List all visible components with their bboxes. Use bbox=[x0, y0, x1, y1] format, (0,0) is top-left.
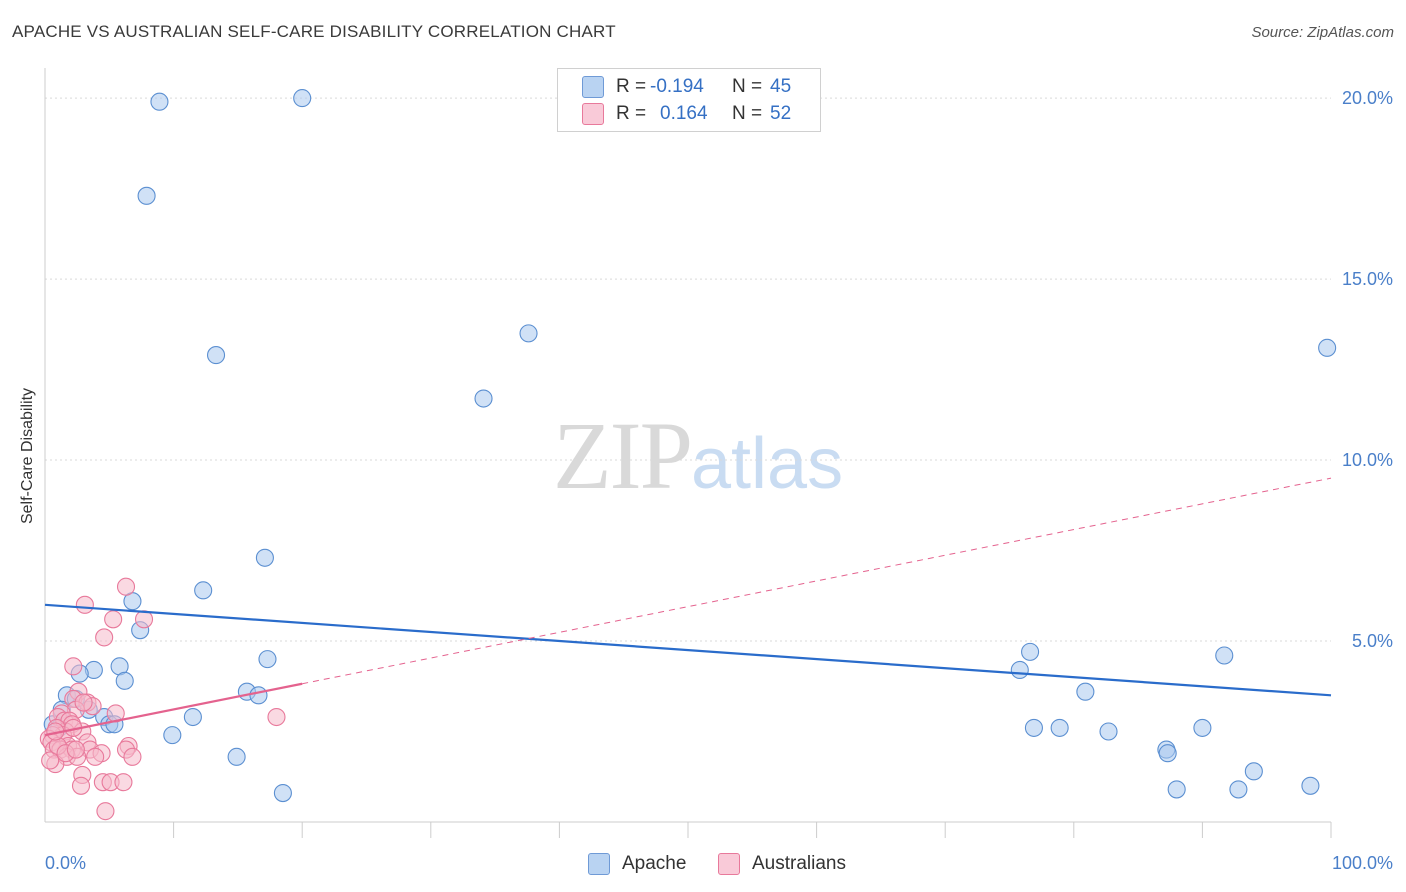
apache-point bbox=[1024, 718, 1043, 737]
australians-point bbox=[114, 773, 133, 792]
australians-point bbox=[86, 747, 105, 766]
chart-title: APACHE VS AUSTRALIAN SELF-CARE DISABILIT… bbox=[12, 22, 616, 41]
y-tick-label: 5.0% bbox=[1352, 631, 1393, 651]
apache-point bbox=[1229, 780, 1248, 799]
watermark-zip: ZIP bbox=[553, 402, 693, 509]
apache-n-value: 45 bbox=[770, 76, 792, 97]
apache-point bbox=[115, 671, 134, 690]
apache-point bbox=[249, 686, 268, 705]
apache-point bbox=[137, 186, 156, 205]
apache-point bbox=[1193, 718, 1212, 737]
apache-point bbox=[519, 324, 538, 343]
australians-n-value: 52 bbox=[770, 103, 792, 124]
apache-trend-line bbox=[44, 603, 1332, 697]
australians-point bbox=[64, 657, 83, 676]
australians-point bbox=[104, 610, 123, 629]
apache-r-value: -0.194 bbox=[650, 76, 704, 97]
apache-n-label: N = bbox=[732, 76, 763, 97]
apache-point bbox=[1215, 646, 1234, 665]
apache-point bbox=[206, 346, 226, 365]
bottom-australians-swatch bbox=[718, 853, 740, 875]
apache-point bbox=[1244, 762, 1263, 781]
apache-point bbox=[194, 581, 213, 600]
watermark-atlas: atlas bbox=[691, 424, 844, 504]
apache-point bbox=[1050, 718, 1069, 737]
apache-point bbox=[1158, 744, 1177, 763]
apache-point bbox=[1318, 338, 1337, 357]
australians-point bbox=[116, 577, 136, 596]
australians-point bbox=[95, 628, 114, 647]
australians-trend-line-solid bbox=[44, 682, 303, 737]
australians-point bbox=[75, 595, 94, 614]
bottom-australians-label: Australians bbox=[752, 853, 846, 874]
y-tick-label: 15.0% bbox=[1342, 269, 1393, 289]
x-tick-label-min: 0.0% bbox=[45, 853, 86, 873]
apache-point bbox=[273, 783, 292, 803]
y-tick-label: 20.0% bbox=[1342, 88, 1393, 108]
apache-point bbox=[1076, 682, 1095, 701]
australians-point bbox=[71, 776, 91, 795]
apache-point bbox=[1167, 780, 1186, 799]
apache-point bbox=[255, 548, 274, 567]
apache-point bbox=[1010, 660, 1029, 680]
bottom-legend-australians: Australians bbox=[718, 851, 846, 877]
y-tick-label: 10.0% bbox=[1342, 450, 1393, 470]
bottom-legend-apache: Apache bbox=[588, 851, 686, 877]
australians-point bbox=[41, 751, 60, 770]
australians-point bbox=[123, 747, 142, 766]
apache-point bbox=[1099, 722, 1118, 741]
apache-point bbox=[183, 707, 202, 727]
correlation-legend: R = -0.194 N = 45 R = 0.164 N = 52 bbox=[557, 68, 821, 132]
australians-point bbox=[74, 693, 93, 712]
bottom-apache-label: Apache bbox=[622, 853, 687, 874]
apache-point bbox=[293, 89, 312, 108]
apache-point bbox=[1301, 776, 1320, 795]
apache-point bbox=[227, 747, 246, 766]
australians-point bbox=[66, 740, 85, 759]
australians-r-label: R = bbox=[616, 103, 647, 124]
australians-point bbox=[96, 802, 115, 821]
bottom-apache-swatch bbox=[588, 853, 610, 875]
apache-swatch bbox=[582, 76, 604, 98]
australians-n-label: N = bbox=[732, 103, 763, 124]
apache-point bbox=[474, 389, 493, 408]
watermark: ZIPatlas bbox=[553, 400, 843, 511]
australians-point bbox=[134, 610, 154, 629]
source-credit: Source: ZipAtlas.com bbox=[1251, 24, 1394, 41]
x-tick-label-max: 100.0% bbox=[1332, 853, 1393, 873]
apache-point bbox=[1021, 642, 1040, 661]
australians-r-value: 0.164 bbox=[660, 103, 708, 124]
australians-point bbox=[267, 707, 286, 727]
apache-point bbox=[150, 92, 169, 111]
australians-swatch bbox=[582, 103, 604, 125]
australians-trend-line-dashed bbox=[302, 477, 1332, 685]
apache-point bbox=[163, 726, 182, 745]
apache-r-label: R = bbox=[616, 76, 647, 97]
apache-point bbox=[258, 650, 277, 669]
